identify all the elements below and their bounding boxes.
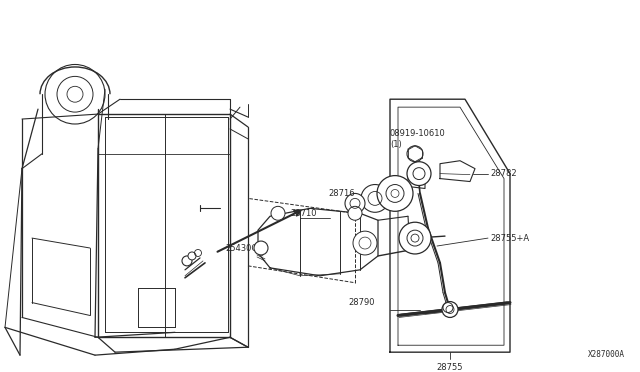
Circle shape bbox=[182, 256, 192, 266]
Text: 25430G: 25430G bbox=[225, 244, 258, 253]
Circle shape bbox=[399, 222, 431, 254]
Circle shape bbox=[353, 231, 377, 255]
Circle shape bbox=[361, 185, 389, 212]
Text: 08919-10610
(1): 08919-10610 (1) bbox=[390, 129, 445, 148]
Circle shape bbox=[348, 206, 362, 220]
FancyArrowPatch shape bbox=[401, 303, 508, 315]
Text: 28790: 28790 bbox=[349, 298, 375, 307]
Circle shape bbox=[407, 146, 423, 162]
Text: 28755+A: 28755+A bbox=[490, 234, 529, 243]
Circle shape bbox=[254, 241, 268, 255]
Circle shape bbox=[407, 162, 431, 186]
Circle shape bbox=[377, 176, 413, 211]
Circle shape bbox=[188, 252, 196, 260]
Text: X287000A: X287000A bbox=[588, 350, 625, 359]
Text: 28755: 28755 bbox=[436, 363, 463, 372]
Circle shape bbox=[442, 302, 458, 317]
Circle shape bbox=[391, 189, 399, 198]
Circle shape bbox=[67, 86, 83, 102]
Circle shape bbox=[411, 234, 419, 242]
Text: 28710: 28710 bbox=[290, 209, 317, 218]
Circle shape bbox=[271, 206, 285, 220]
Circle shape bbox=[443, 302, 453, 312]
Text: 28782: 28782 bbox=[490, 169, 516, 178]
Text: 28716: 28716 bbox=[328, 189, 355, 198]
Circle shape bbox=[345, 193, 365, 213]
